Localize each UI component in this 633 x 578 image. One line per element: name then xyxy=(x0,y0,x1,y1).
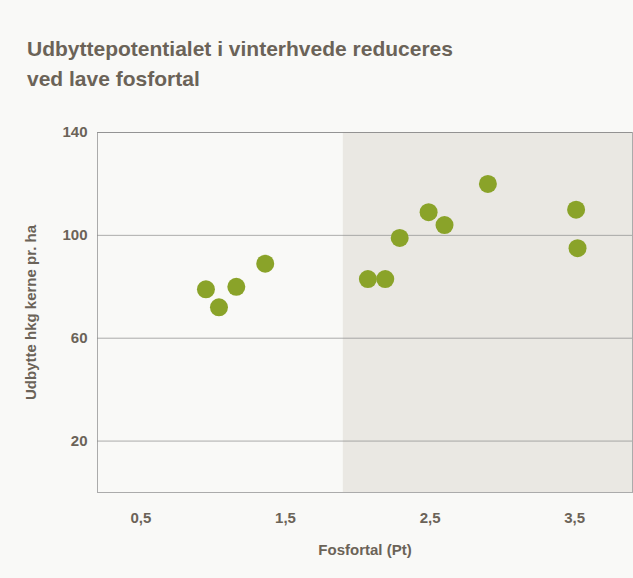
svg-text:Fosfortal (Pt): Fosfortal (Pt) xyxy=(318,541,411,558)
svg-text:100: 100 xyxy=(62,226,87,243)
svg-text:Udbytte hkg kerne pr. ha: Udbytte hkg kerne pr. ha xyxy=(22,224,39,400)
svg-text:2,5: 2,5 xyxy=(420,509,441,526)
svg-text:0,5: 0,5 xyxy=(130,509,151,526)
svg-text:60: 60 xyxy=(71,329,88,346)
svg-text:140: 140 xyxy=(62,123,87,140)
html-text:Udbyttepotentialet i vinterhve: Udbyttepotentialet i vinterhvede reducer… xyxy=(27,37,453,90)
svg-text:20: 20 xyxy=(71,432,88,449)
svg-text:1,5: 1,5 xyxy=(275,509,296,526)
svg-text:3,5: 3,5 xyxy=(564,509,585,526)
